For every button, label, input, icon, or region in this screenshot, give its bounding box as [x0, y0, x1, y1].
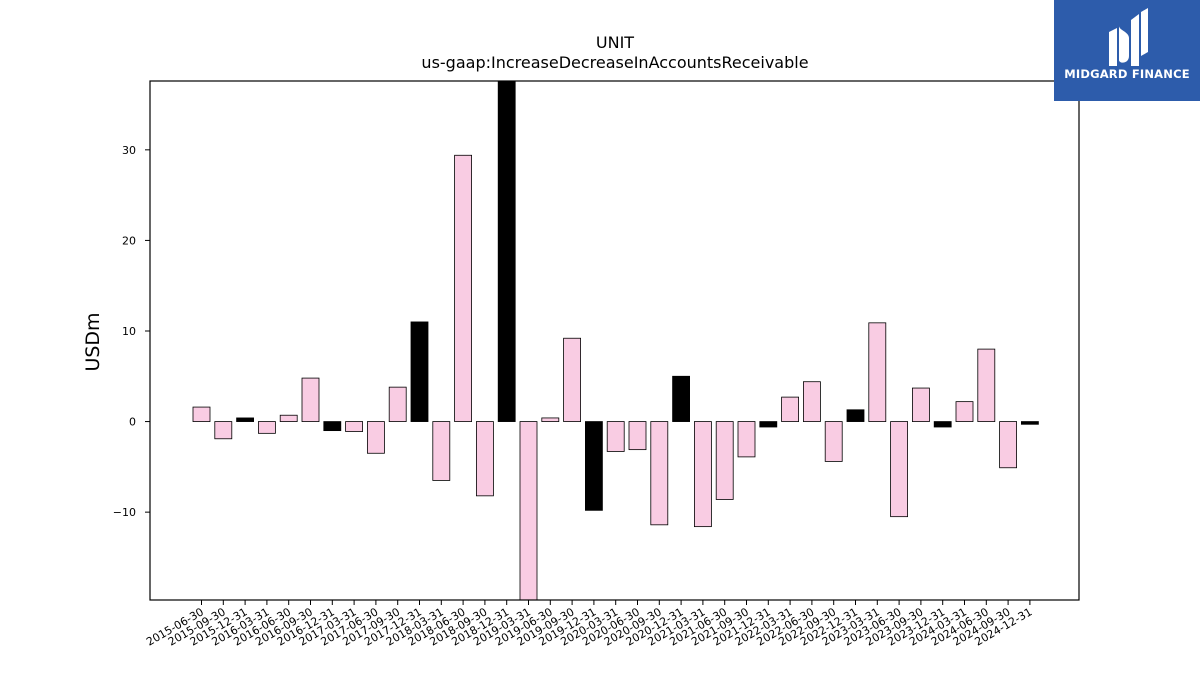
- bar-2019-06-30: [541, 417, 560, 422]
- bar-2022-03-31: [781, 396, 799, 422]
- bars-group: [192, 80, 1039, 601]
- bar-2019-03-31: [519, 421, 538, 601]
- bar-2018-09-30: [475, 421, 494, 497]
- y-axis-ticks: −10 0 10 20 30: [113, 144, 150, 519]
- bar-2017-03-31: [345, 421, 364, 432]
- bar-2024-03-31: [955, 401, 974, 422]
- midgard-finance-logo-icon: [1109, 8, 1148, 66]
- y-tick-label: 0: [129, 416, 136, 429]
- bar-2022-09-30: [824, 421, 843, 462]
- bar-2020-03-31: [606, 421, 625, 452]
- bar-2021-06-30: [715, 421, 734, 500]
- y-tick-label: −10: [113, 506, 136, 519]
- bar-2023-03-31: [868, 322, 887, 422]
- bar-2023-09-30: [912, 387, 930, 422]
- x-axis-ticks: 2015-06-302015-09-302015-12-312016-03-31…: [144, 600, 1034, 649]
- bar-2016-06-30: [279, 414, 298, 422]
- bar-2016-12-31: [323, 421, 342, 432]
- bar-2018-03-31: [432, 421, 451, 481]
- bar-2022-06-30: [803, 381, 821, 422]
- chart-subtitle: us-gaap:IncreaseDecreaseInAccountsReceiv…: [421, 53, 808, 72]
- bar-2023-12-31: [933, 421, 952, 428]
- bar-2023-06-30: [890, 421, 908, 518]
- bar-2015-06-30: [192, 406, 211, 422]
- bar-2020-12-31: [672, 375, 690, 422]
- bar-2015-09-30: [214, 421, 233, 440]
- y-axis-label: USDm: [82, 312, 104, 371]
- bar-2017-12-31: [410, 321, 429, 422]
- bar-2021-12-31: [759, 421, 778, 428]
- bar-2024-09-30: [999, 421, 1017, 469]
- bar-2015-12-31: [236, 417, 255, 422]
- bar-2022-12-31: [846, 409, 865, 422]
- logo-text: MIDGARD FINANCE: [1064, 67, 1190, 81]
- y-tick-label: 10: [122, 325, 136, 338]
- bar-2021-09-30: [737, 421, 756, 458]
- plot-frame: [149, 80, 1080, 601]
- bar-2019-09-30: [563, 337, 581, 422]
- bar-2017-09-30: [388, 386, 407, 422]
- bar-2024-12-31: [1021, 421, 1039, 425]
- y-tick-label: 20: [122, 234, 136, 247]
- midgard-finance-logo: MIDGARD FINANCE: [1054, 0, 1200, 101]
- bar-2020-06-30: [628, 421, 647, 451]
- bar-2020-09-30: [650, 421, 669, 526]
- chart-title: UNIT: [596, 33, 634, 52]
- bar-2019-12-31: [585, 421, 603, 511]
- y-tick-label: 30: [122, 144, 136, 157]
- bar-2021-03-31: [694, 421, 712, 528]
- bar-2016-03-31: [257, 421, 276, 434]
- bar-2017-06-30: [366, 421, 385, 454]
- bar-2018-06-30: [454, 154, 473, 422]
- bar-2018-12-31: [497, 80, 516, 422]
- bar-2016-09-30: [301, 377, 320, 422]
- bar-2024-06-30: [977, 348, 996, 422]
